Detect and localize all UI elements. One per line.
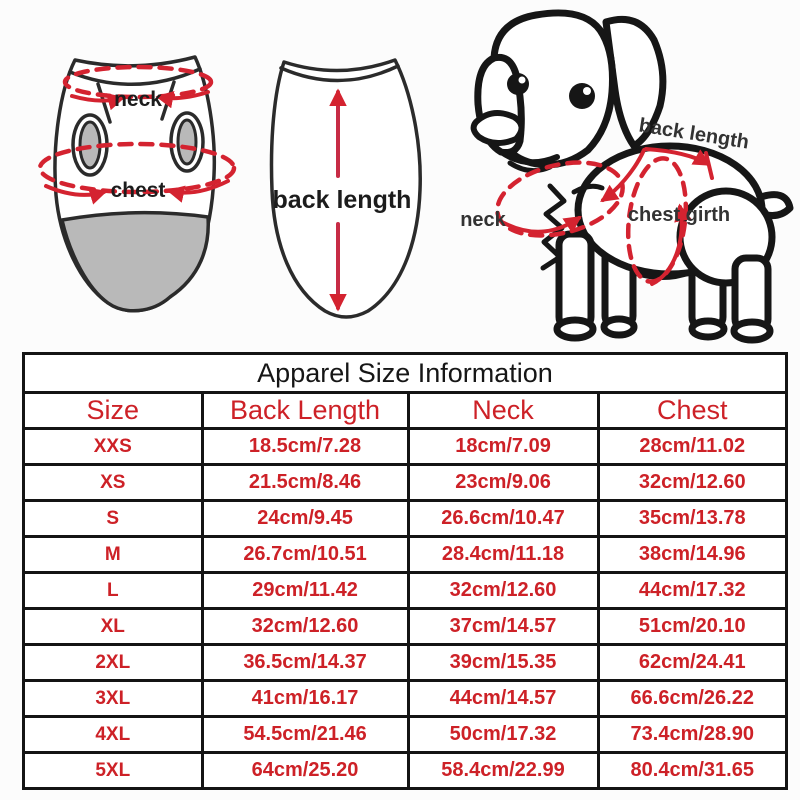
- size-table-body: XXS 18.5cm/7.28 18cm/7.09 28cm/11.02 XS 21.5c…: [22, 427, 789, 790]
- measurement-cell: 37cm/14.57: [406, 607, 600, 646]
- measurement-cell: 51cm/20.10: [596, 607, 789, 646]
- measurement-cell: 66.6cm/26.22: [596, 679, 789, 718]
- dog-chest-girth-label: chest girth: [628, 204, 730, 226]
- column-header: Neck: [406, 391, 600, 430]
- table-row: XS 21.5cm/8.46 23cm/9.06 32cm/12.60: [22, 463, 789, 502]
- column-header: Size: [22, 391, 204, 430]
- measurement-cell: 80.4cm/31.65: [596, 751, 789, 790]
- dog-front-leg-near: [555, 230, 595, 332]
- chest-arrow-right: [166, 179, 230, 203]
- table-row: XXS 18.5cm/7.28 18cm/7.09 28cm/11.02: [22, 427, 789, 466]
- measurement-cell: 32cm/12.60: [200, 607, 410, 646]
- measurement-cell: 26.6cm/10.47: [406, 499, 600, 538]
- measurement-cell: 44cm/14.57: [406, 679, 600, 718]
- measurement-cell: 62cm/24.41: [596, 643, 789, 682]
- table-header-row: Size Back Length Neck Chest: [22, 391, 789, 430]
- back-length-end-tick: [704, 151, 714, 180]
- dog-paw-hind-far: [688, 317, 728, 341]
- measurement-cell: 18cm/7.09: [406, 427, 600, 466]
- size-cell: 5XL: [22, 751, 204, 790]
- dog-mouth: [497, 148, 560, 166]
- size-cell: 2XL: [22, 643, 204, 682]
- measurement-cell: 35cm/13.78: [596, 499, 789, 538]
- neck-measure-label: neck: [114, 88, 162, 111]
- dog-neck-arrow: [502, 216, 582, 234]
- table-title: Apparel Size Information: [22, 352, 788, 394]
- dog-nose: [470, 110, 525, 146]
- dog-eye-left-highlight: [518, 76, 526, 84]
- neck-arrow-left: [70, 93, 126, 111]
- neck-to-chest-arrow: [600, 148, 646, 203]
- table-row: L 29cm/11.42 32cm/12.60 44cm/17.32: [22, 571, 789, 610]
- neck-measure-ellipse: [62, 64, 214, 100]
- size-cell: S: [22, 499, 204, 538]
- dog-measurement-diagram: back length neck chest girth: [460, 9, 794, 344]
- chest-measure-label: chest: [111, 179, 166, 202]
- dog-neck-label: neck: [460, 209, 506, 231]
- table-title-row: Apparel Size Information: [22, 352, 788, 394]
- measurement-cell: 44cm/17.32: [596, 571, 789, 610]
- measurement-cell: 64cm/25.20: [200, 751, 410, 790]
- garment-lower-panel: [60, 210, 210, 313]
- garment-flat-diagram: back length: [269, 58, 422, 319]
- dog-eye-right-highlight: [583, 87, 591, 95]
- back-length-line: [644, 147, 712, 166]
- measurement-cell: 50cm/17.32: [406, 715, 600, 754]
- measurement-cell: 28.4cm/11.18: [406, 535, 600, 574]
- leg-hole-right-inner: [176, 118, 198, 166]
- measurement-cell: 32cm/12.60: [406, 571, 600, 610]
- chest-girth-arrow: [650, 203, 692, 286]
- chest-measure-ellipse: [37, 141, 237, 195]
- size-cell: L: [22, 571, 204, 610]
- measurement-cell: 58.4cm/22.99: [406, 751, 600, 790]
- chest-arrow-left: [44, 184, 108, 205]
- measurement-cell: 18.5cm/7.28: [200, 427, 410, 466]
- table-row: 3XL 41cm/16.17 44cm/14.57 66.6cm/26.22: [22, 679, 789, 718]
- garment-flat-outline: [269, 58, 422, 319]
- garment-back-diagram: neck chest: [37, 55, 237, 313]
- table-row: XL 32cm/12.60 37cm/14.57 51cm/20.10: [22, 607, 789, 646]
- dog-paw-front-near: [553, 316, 597, 342]
- column-header: Back Length: [200, 391, 410, 430]
- collar-band-line: [279, 64, 400, 83]
- size-cell: XS: [22, 463, 204, 502]
- size-cell: 4XL: [22, 715, 204, 754]
- dog-illustration: [470, 9, 794, 344]
- neck-arrow-right: [155, 90, 210, 109]
- dog-paw-front-far: [600, 315, 638, 339]
- measurement-cell: 29cm/11.42: [200, 571, 410, 610]
- measurement-cell: 26.7cm/10.51: [200, 535, 410, 574]
- dog-chest-girth-ellipse: [625, 156, 689, 284]
- size-table: Apparel Size Information Size Back Length…: [22, 352, 789, 790]
- measurement-cell: 23cm/9.06: [406, 463, 600, 502]
- measurement-cell: 39cm/15.35: [406, 643, 600, 682]
- table-row: 4XL 54.5cm/21.46 50cm/17.32 73.4cm/28.90: [22, 715, 789, 754]
- measurement-cell: 41cm/16.17: [200, 679, 410, 718]
- measurement-cell: 28cm/11.02: [596, 427, 789, 466]
- measurement-cell: 32cm/12.60: [596, 463, 789, 502]
- table-row: S 24cm/9.45 26.6cm/10.47 35cm/13.78: [22, 499, 789, 538]
- size-cell: M: [22, 535, 204, 574]
- back-length-label: back length: [273, 186, 412, 214]
- measurement-cell: 36.5cm/14.37: [200, 643, 410, 682]
- measurement-cell: 24cm/9.45: [200, 499, 410, 538]
- table-row: M 26.7cm/10.51 28.4cm/11.18 38cm/14.96: [22, 535, 789, 574]
- table-row: 5XL 64cm/25.20 58.4cm/22.99 80.4cm/31.65: [22, 751, 789, 790]
- dog-paw-hind-near: [730, 318, 774, 344]
- measurement-cell: 38cm/14.96: [596, 535, 789, 574]
- collar-band-line: [68, 67, 202, 86]
- shoulder-seam-left: [96, 82, 112, 124]
- column-header: Chest: [596, 391, 789, 430]
- measurement-cell: 73.4cm/28.90: [596, 715, 789, 754]
- size-cell: XL: [22, 607, 204, 646]
- measurement-cell: 54.5cm/21.46: [200, 715, 410, 754]
- measurement-cell: 21.5cm/8.46: [200, 463, 410, 502]
- table-row: 2XL 36.5cm/14.37 39cm/15.35 62cm/24.41: [22, 643, 789, 682]
- size-cell: XXS: [22, 427, 204, 466]
- dog-eye-right: [569, 83, 595, 109]
- dog-shoulder-fur: [571, 183, 605, 195]
- size-cell: 3XL: [22, 679, 204, 718]
- dog-eye-left: [507, 73, 529, 95]
